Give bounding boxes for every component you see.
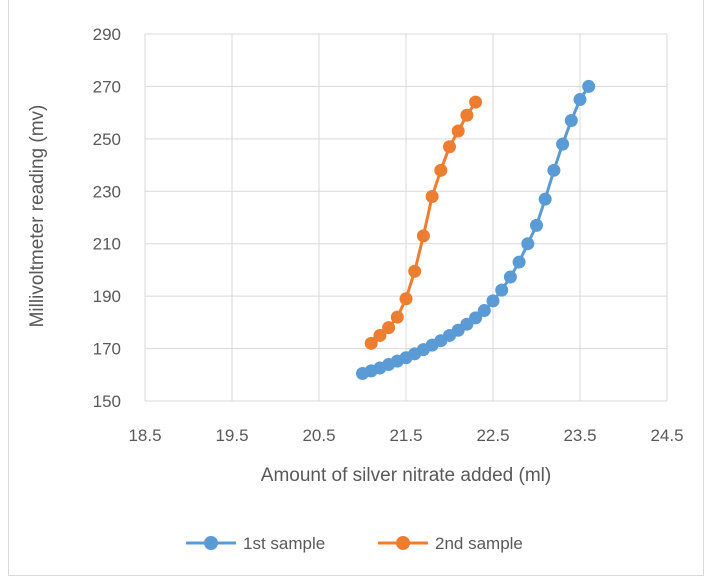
y-tick-label: 250 — [93, 130, 121, 149]
data-point — [530, 218, 543, 232]
x-tick-label: 18.5 — [128, 426, 161, 445]
legend-item: 1st sample — [186, 534, 325, 553]
legend-label: 2nd sample — [435, 534, 523, 553]
y-tick-label: 210 — [93, 235, 121, 254]
data-point — [486, 294, 500, 308]
legend-label: 1st sample — [243, 534, 325, 553]
data-point — [495, 283, 509, 297]
x-tick-label: 19.5 — [215, 426, 248, 445]
data-point — [416, 229, 430, 243]
data-point — [547, 163, 561, 177]
data-point — [382, 321, 396, 335]
data-point — [564, 114, 578, 128]
data-point — [390, 310, 404, 324]
x-tick-label: 22.5 — [476, 426, 509, 445]
y-tick-labels: 150 170 190 210 230 250 270 290 — [93, 25, 121, 411]
data-point — [408, 264, 422, 278]
data-point — [582, 79, 596, 93]
y-tick-label: 290 — [93, 25, 121, 44]
x-tick-label: 20.5 — [302, 426, 335, 445]
y-tick-label: 170 — [93, 340, 121, 359]
y-tick-label: 270 — [93, 77, 121, 96]
x-axis-title: Amount of silver nitrate added (ml) — [261, 465, 551, 486]
x-tick-label: 21.5 — [389, 426, 422, 445]
legend-marker — [204, 536, 218, 550]
x-tick-label: 24.5 — [650, 426, 683, 445]
data-point — [477, 304, 491, 318]
chart-frame — [8, 0, 704, 576]
data-point — [469, 95, 483, 109]
y-tick-label: 190 — [93, 287, 121, 306]
data-point — [521, 237, 535, 251]
data-point — [425, 190, 439, 204]
y-tick-label: 150 — [93, 392, 121, 411]
data-point — [469, 311, 483, 325]
data-point — [556, 137, 570, 151]
data-point — [512, 255, 526, 269]
data-point — [538, 192, 552, 206]
legend-item: 2nd sample — [378, 534, 523, 553]
data-point — [573, 93, 587, 107]
series-layer — [356, 79, 596, 380]
series-2 — [364, 95, 483, 350]
data-point — [399, 292, 413, 306]
y-tick-label: 230 — [93, 182, 121, 201]
data-point — [503, 270, 517, 284]
data-point — [434, 163, 448, 177]
legend-marker — [396, 536, 410, 550]
data-point — [451, 124, 465, 138]
data-point — [373, 328, 387, 342]
data-point — [364, 336, 378, 350]
x-tick-labels: 18.5 19.5 20.5 21.5 22.5 23.5 24.5 — [128, 426, 683, 445]
data-point — [443, 140, 456, 154]
data-point — [460, 108, 474, 122]
x-tick-label: 23.5 — [563, 426, 596, 445]
legend: 1st sample 2nd sample — [186, 534, 523, 553]
series-1 — [356, 79, 596, 380]
series-line — [362, 85, 590, 375]
y-axis-title: Millivoltmeter reading (mv) — [27, 105, 48, 328]
